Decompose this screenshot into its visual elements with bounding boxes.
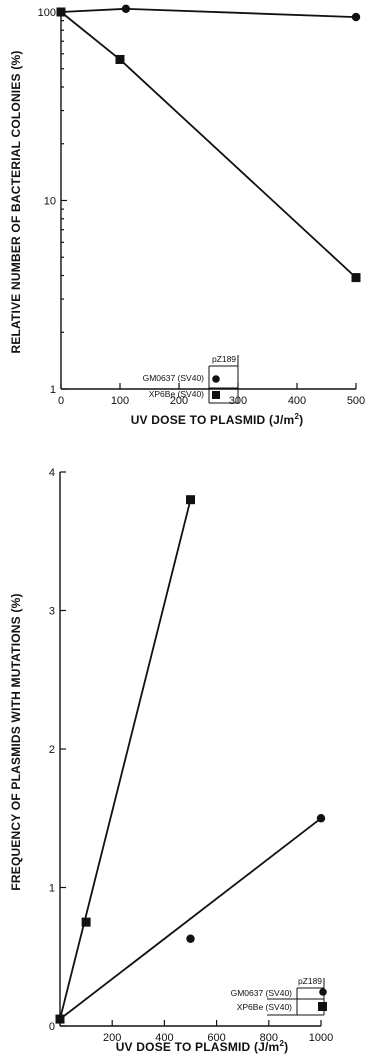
legend-header: pZ189 xyxy=(298,976,322,986)
legend-label: GM0637 (SV40) xyxy=(231,988,293,998)
series-line xyxy=(60,7,357,18)
data-point-square xyxy=(56,7,66,17)
y-tick-label: 100 xyxy=(38,7,56,19)
x-tick-label: 500 xyxy=(347,395,365,407)
series-lines xyxy=(60,7,357,279)
x-tick-label: 800 xyxy=(260,1032,278,1044)
series-line xyxy=(59,817,322,1020)
y-tick-label: 10 xyxy=(44,196,56,208)
data-point-square xyxy=(186,495,195,505)
y-tick-label: 4 xyxy=(49,467,55,479)
y-tick-label: 2 xyxy=(49,744,55,756)
legend-label: XP6Be (SV40) xyxy=(149,389,204,399)
x-tick-label: 1000 xyxy=(309,1032,333,1044)
data-point-circle xyxy=(316,814,326,823)
data-point-circle xyxy=(351,12,361,22)
x-axis-title: UV DOSE TO PLASMID (J/m2) xyxy=(116,1039,289,1054)
legend-circle-marker xyxy=(319,988,327,996)
x-tick-label: 200 xyxy=(103,1032,121,1044)
x-axis-title: UV DOSE TO PLASMID (J/m2) xyxy=(131,412,304,427)
series-lines xyxy=(59,499,322,1020)
x-tick-label: 200 xyxy=(170,395,188,407)
y-ticks: 0 1 2 3 4 xyxy=(49,467,66,1033)
x-tick-label: 100 xyxy=(111,395,129,407)
y-tick-label: 1 xyxy=(49,883,55,895)
x-tick-label: 400 xyxy=(155,1032,173,1044)
x-ticks: 200 400 600 800 1000 xyxy=(103,1020,333,1044)
x-tick-label: 400 xyxy=(288,395,306,407)
y-tick-label: 1 xyxy=(50,384,56,396)
legend: pZ189 GM0637 (SV40) XP6Be (SV40) xyxy=(143,354,239,404)
data-point-square xyxy=(55,1014,65,1024)
legend-header: pZ189 xyxy=(212,354,236,364)
legend: pZ189 GM0637 (SV40) XP6Be (SV40) xyxy=(231,976,327,1016)
data-point-square xyxy=(115,54,125,64)
y-tick-label: 3 xyxy=(49,606,55,618)
data-point-circle xyxy=(121,4,131,13)
y-axis-title: RELATIVE NUMBER OF BACTERIAL COLONIES (%… xyxy=(9,50,23,353)
y-axis-title: FREQUENCY OF PLASMIDS WITH MUTATIONS (%) xyxy=(9,593,23,890)
data-point-square xyxy=(81,917,91,927)
mutation-frequency-chart: 0 1 2 3 4 200 400 600 800 1000 FREQUENCY OF PLAS… xyxy=(9,467,333,1054)
x-tick-label: 0 xyxy=(58,395,64,407)
legend-square-marker xyxy=(318,1002,327,1011)
legend-circle-marker xyxy=(212,375,220,383)
y-tick-label: 0 xyxy=(49,1021,55,1033)
data-points xyxy=(55,495,326,1024)
data-points xyxy=(56,4,361,283)
legend-label: XP6Be (SV40) xyxy=(237,1002,292,1012)
data-point-circle xyxy=(186,934,195,943)
legend-label: GM0637 (SV40) xyxy=(143,373,205,383)
series-line xyxy=(60,11,357,279)
legend-square-marker xyxy=(212,391,220,399)
series-line xyxy=(59,499,192,1020)
x-tick-label: 600 xyxy=(207,1032,225,1044)
data-point-square xyxy=(351,273,361,283)
y-ticks: 1 10 100 xyxy=(38,7,67,396)
